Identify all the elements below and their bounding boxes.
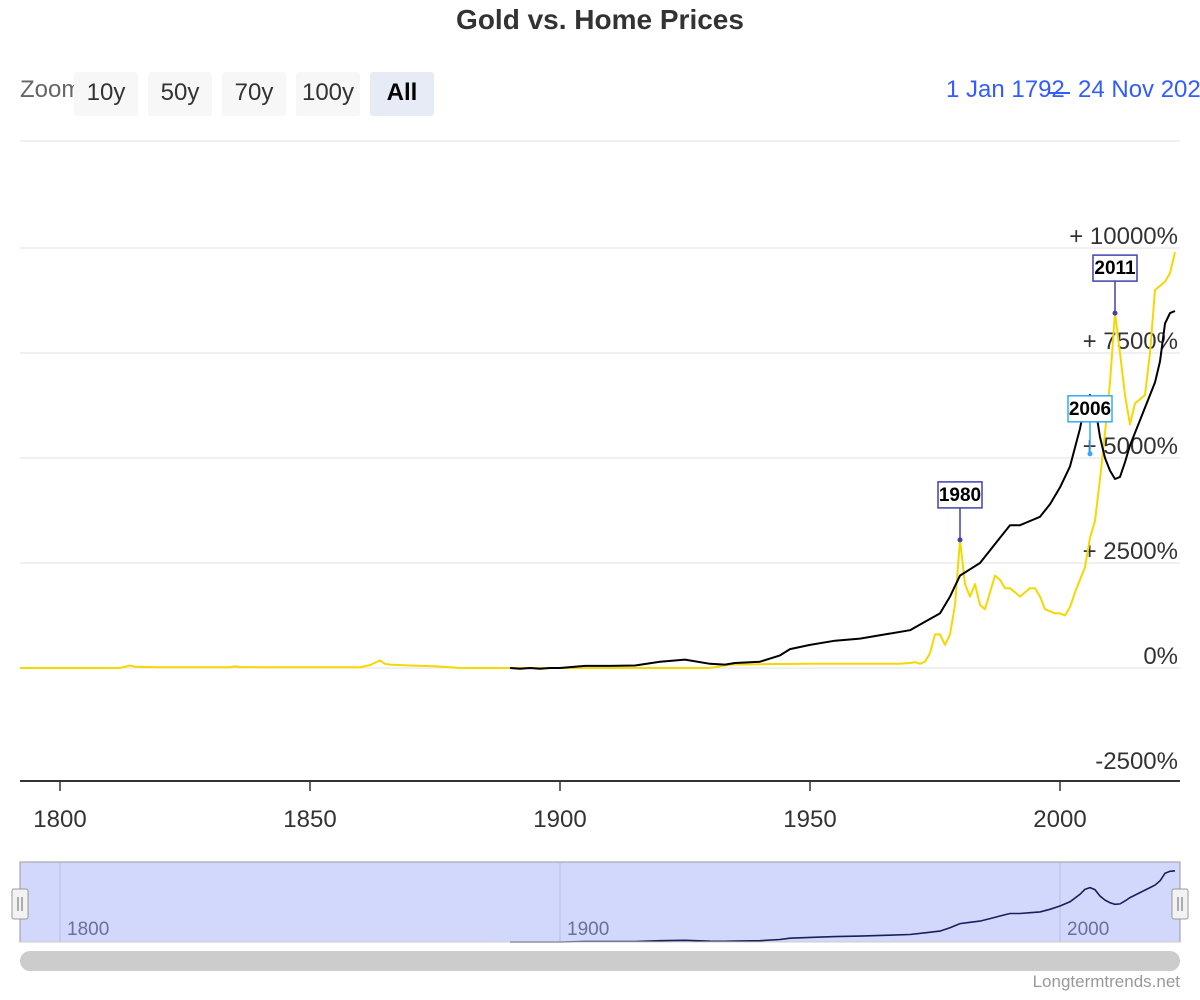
navigator-tick-label: 1900	[567, 919, 609, 940]
range-from-date[interactable]: 1 Jan 1792	[946, 76, 1065, 103]
navigator-right-handle[interactable]	[1171, 888, 1189, 920]
x-tick-label: 1800	[33, 806, 86, 833]
flag-box[interactable]	[1092, 254, 1138, 282]
scrollbar-thumb[interactable]	[20, 951, 1180, 971]
zoom-label: Zoom	[20, 76, 74, 103]
credit-link[interactable]: Longtermtrends.net	[1032, 972, 1180, 991]
zoom-all-button[interactable]: All	[370, 72, 434, 116]
navigator-left-handle[interactable]	[11, 888, 29, 920]
gold-series-line	[20, 251, 1176, 669]
zoom-10y-button[interactable]: 10y	[74, 72, 138, 116]
chart-title: Gold vs. Home Prices	[456, 4, 744, 35]
y-tick-label: + 10000%	[1069, 223, 1178, 250]
x-tick-label: 1900	[533, 806, 586, 833]
navigator-selection[interactable]	[19, 861, 1181, 943]
flag-point	[1112, 310, 1118, 316]
y-tick-label: -2500%	[1095, 748, 1178, 775]
zoom-70y-button[interactable]: 70y	[222, 72, 286, 116]
x-tick-label: 1950	[783, 806, 836, 833]
y-tick-label: 0%	[1143, 643, 1178, 670]
home-series-line	[509, 310, 1176, 670]
navigator-series-line	[510, 870, 1176, 943]
range-to-date[interactable]: 24 Nov 2023	[1078, 76, 1200, 103]
navigator-tick-label: 1800	[67, 919, 109, 940]
navigator-tick-label: 2000	[1067, 919, 1109, 940]
zoom-50y-button[interactable]: 50y	[148, 72, 212, 116]
flag-point	[957, 537, 963, 543]
flag-point	[1087, 451, 1093, 457]
flag-label[interactable]: 1980	[939, 485, 981, 506]
zoom-100y-button[interactable]: 100y	[296, 72, 360, 116]
x-tick-label: 1850	[283, 806, 336, 833]
flag-box[interactable]	[1067, 395, 1113, 423]
flag-label[interactable]: 2011	[1094, 258, 1136, 279]
flag-box[interactable]	[937, 481, 983, 509]
flag-label[interactable]: 2006	[1069, 399, 1111, 420]
x-tick-label: 2000	[1033, 806, 1086, 833]
range-separator	[1048, 92, 1070, 94]
y-tick-label: + 2500%	[1083, 538, 1178, 565]
